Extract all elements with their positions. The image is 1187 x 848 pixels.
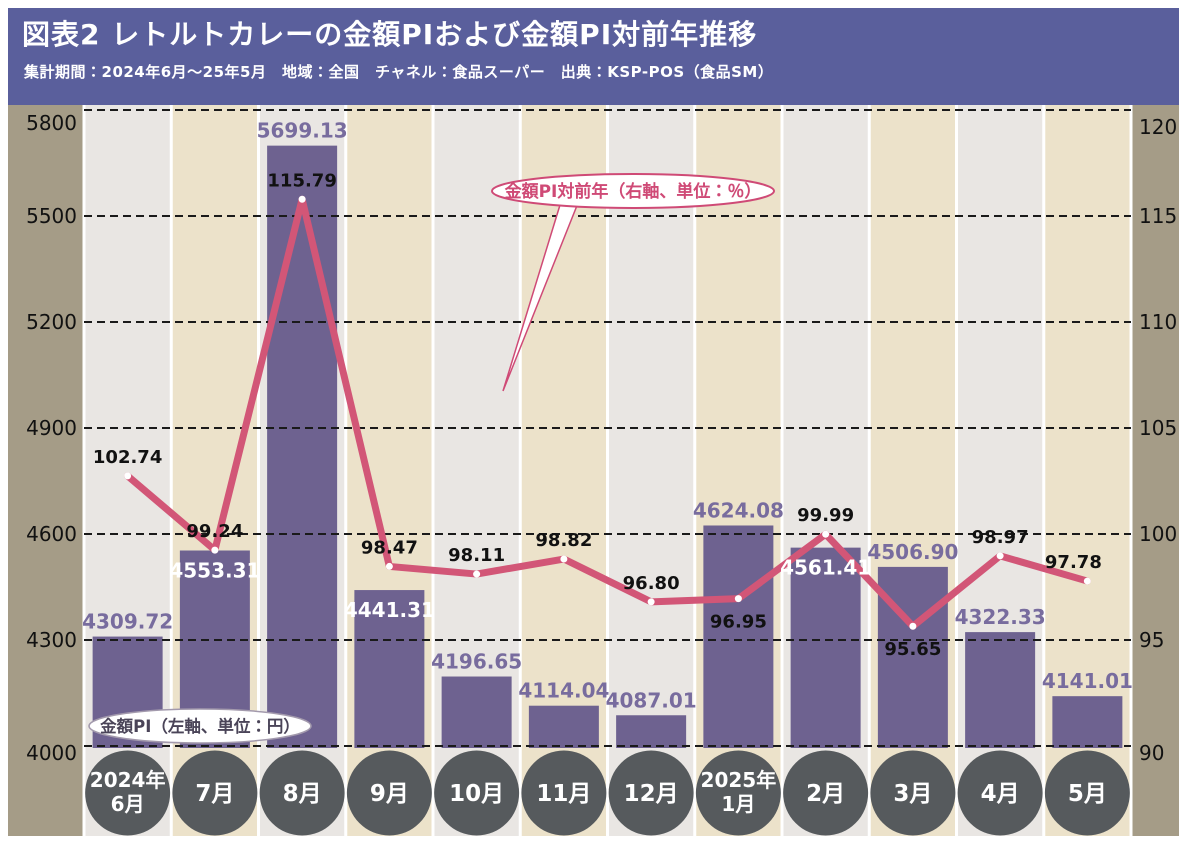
line-point: [996, 552, 1004, 560]
month-circle: [1044, 750, 1130, 836]
right-axis-tick: 95: [1139, 628, 1164, 652]
line-point: [822, 530, 830, 538]
month-label: 11月: [536, 781, 591, 807]
bar-value-label: 4141.01: [1042, 669, 1133, 693]
bar: [965, 632, 1036, 748]
pi-yoy-line: [124, 195, 1091, 630]
line-point: [647, 598, 655, 606]
line-point: [298, 195, 306, 203]
line-value-label: 98.47: [361, 537, 418, 558]
left-axis-tick: 4600: [26, 522, 77, 546]
line-point: [473, 570, 481, 578]
bar: [354, 590, 425, 748]
line-value-label: 99.24: [186, 521, 243, 542]
month-circle: [85, 750, 171, 836]
month-circle: [521, 750, 607, 836]
bar-value-label: 4196.65: [431, 650, 522, 674]
left-axis-tick: 4000: [26, 741, 77, 765]
line-value-label: 98.11: [448, 545, 505, 566]
bar-value-label: 4087.01: [606, 688, 697, 712]
chart-title: 図表2 レトルトカレーの金額PIおよび金額PI対前年推移: [22, 18, 758, 51]
bar: [267, 145, 338, 748]
month-label: 2024年: [90, 768, 166, 792]
bar-value-label: 4322.33: [955, 605, 1046, 629]
line-point: [909, 622, 917, 630]
month-label: 6月: [111, 792, 145, 816]
month-circle: [783, 750, 869, 836]
month-label: 12月: [624, 781, 679, 807]
line-value-label: 95.65: [884, 639, 941, 660]
month-label: 1月: [721, 792, 755, 816]
bar-value-label: 5699.13: [257, 119, 348, 143]
bar-value-label: 4309.72: [82, 610, 173, 634]
right-axis-tick: 115: [1139, 204, 1177, 228]
line-point: [560, 555, 568, 563]
line-point: [385, 562, 393, 570]
line-value-label: 97.78: [1045, 552, 1102, 573]
bar-value-label: 4624.08: [693, 498, 784, 522]
month-circle: [695, 750, 781, 836]
line-point: [124, 472, 132, 480]
left-axis-tick: 4900: [26, 416, 77, 440]
right-axis-tick: 100: [1139, 522, 1177, 546]
line-value-label: 99.99: [797, 505, 854, 526]
right-axis-tick: 120: [1139, 115, 1177, 139]
line-series-callout: [491, 173, 775, 209]
bar-series-callout-label: 金額PI（左軸、単位：円）: [100, 716, 300, 736]
combo-chart-svg: 5800 5500 5200 4900 4600 4300 4000 120 115 110 105…: [26, 105, 1177, 836]
month-circle: [957, 750, 1043, 836]
month-circle: [259, 750, 345, 836]
right-axis-tick: 105: [1139, 416, 1177, 440]
chart-area: 5800 5500 5200 4900 4600 4300 4000 120 115 110 105…: [8, 105, 1179, 836]
chart-header: 図表2 レトルトカレーの金額PIおよび金額PI対前年推移 集計期間：2024年6…: [8, 8, 1179, 105]
month-circle: [346, 750, 432, 836]
month-label: 9月: [370, 781, 409, 807]
bar-value-label: 4506.90: [867, 540, 958, 564]
bar-value-label: 4553.31: [169, 558, 260, 582]
chart-subtitle: 集計期間：2024年6月～25年5月 地域：全国 チャネル：食品スーパー 出典：…: [24, 63, 774, 81]
line-value-label: 96.95: [710, 612, 767, 633]
bar: [790, 547, 861, 748]
month-circle: [870, 750, 956, 836]
line-point: [211, 546, 219, 554]
month-label: 3月: [893, 781, 932, 807]
bar: [616, 715, 687, 748]
line-point: [1083, 577, 1091, 585]
bar: [1052, 696, 1123, 748]
month-circle: [434, 750, 520, 836]
month-label: 10月: [449, 781, 504, 807]
bar: [703, 525, 774, 748]
right-axis-tick: 110: [1139, 310, 1177, 334]
bar-value-label: 4561.41: [780, 556, 871, 580]
month-circle: [172, 750, 258, 836]
left-axis-tick: 5200: [26, 310, 77, 334]
line-value-label: 98.82: [535, 530, 592, 551]
month-label: 2025年: [701, 768, 777, 792]
line-value-label: 102.74: [93, 447, 162, 468]
month-label: 2月: [806, 781, 845, 807]
month-label: 5月: [1068, 781, 1107, 807]
month-label: 8月: [283, 781, 322, 807]
column-band: [607, 105, 695, 836]
left-axis-tick: 5500: [26, 204, 77, 228]
month-label: 4月: [981, 781, 1020, 807]
line-point: [734, 595, 742, 603]
bar: [441, 676, 512, 748]
line-value-label: 96.80: [623, 573, 680, 594]
bar-value-label: 4441.31: [344, 598, 435, 622]
left-axis-tick: 4300: [26, 628, 77, 652]
month-label: 7月: [195, 781, 234, 807]
left-axis-tick: 5800: [26, 111, 77, 135]
bar-value-label: 4114.04: [518, 679, 609, 703]
bar: [528, 705, 599, 748]
line-value-label: 98.97: [972, 527, 1029, 548]
line-value-label: 115.79: [267, 170, 336, 191]
right-axis-tick: 90: [1139, 741, 1164, 765]
line-series-callout-label: 金額PI対前年（右軸、単位：％）: [505, 181, 762, 202]
bar-series-callout: [88, 708, 312, 744]
month-circle: [608, 750, 694, 836]
